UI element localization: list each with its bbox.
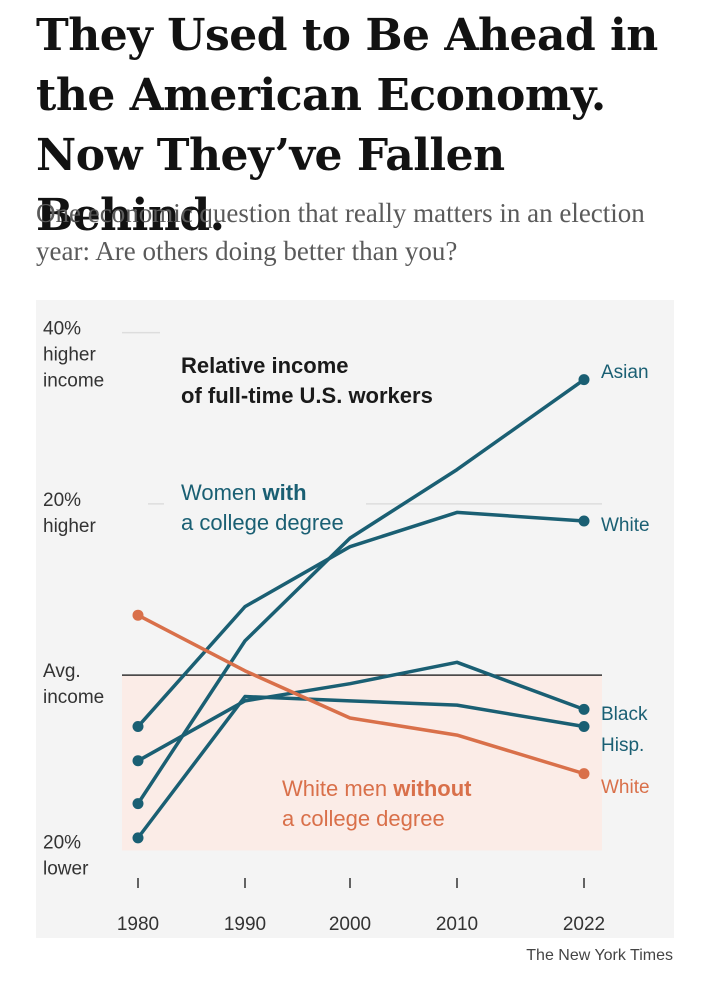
series-label: Hisp.	[601, 735, 644, 756]
subheadline: One economic question that really matter…	[36, 198, 645, 266]
group-label: White men without a college degree	[282, 776, 472, 831]
y-axis-label: 40% higher income	[43, 319, 104, 392]
chart-panel: 40% higher income 20% higher Avg. income 20% low…	[36, 300, 674, 938]
y-axis-label: 20% lower	[43, 832, 89, 879]
group-label-text: a college degree	[282, 806, 445, 831]
x-axis-label: 1990	[224, 914, 266, 935]
y-axis-label-line: lower	[43, 858, 89, 879]
chart-title: Relative income	[181, 353, 349, 378]
group-label-line: Women with	[181, 480, 307, 505]
x-axis-label: 2010	[436, 914, 478, 935]
y-axis-label-line: higher	[43, 516, 96, 537]
group-label-bold: with	[262, 480, 307, 505]
group-label-bold: without	[392, 776, 472, 801]
series-line	[136, 613, 586, 776]
series-point	[578, 721, 590, 733]
y-axis-label-line: Avg.	[43, 661, 81, 682]
headline: They Used to Be Ahead in the American Ec…	[36, 10, 658, 241]
series-label: Black	[601, 704, 648, 725]
y-axis-label-line: 20%	[43, 490, 81, 511]
x-axis-label: 1980	[117, 914, 159, 935]
group-label-line: White men without	[282, 776, 472, 801]
x-axis-label: 2000	[329, 914, 371, 935]
series-line	[136, 660, 586, 763]
series-line	[136, 694, 586, 840]
chart-subtitle: of full-time U.S. workers	[181, 383, 433, 408]
series-point	[578, 374, 590, 386]
y-axis-label-line: income	[43, 371, 104, 392]
series-point	[578, 768, 590, 780]
relative-income-chart: 40% higher income 20% higher Avg. income 20% low…	[43, 319, 650, 935]
y-axis-label-line: 20%	[43, 832, 81, 853]
series-point	[132, 798, 144, 810]
series-point	[132, 832, 144, 844]
group-label-text: Women	[181, 480, 263, 505]
series-point	[132, 609, 144, 621]
series-label: White	[601, 777, 650, 798]
series-point	[132, 721, 144, 733]
group-label-line: a college degree	[282, 806, 445, 831]
y-axis-label: Avg. income	[43, 661, 104, 708]
group-label-text: a college degree	[181, 510, 344, 535]
series-point	[578, 703, 590, 715]
y-axis-label-line: higher	[43, 345, 96, 366]
series-label: Asian	[601, 362, 649, 383]
series-point	[578, 515, 590, 527]
series-point	[132, 755, 144, 767]
y-axis-label: 20% higher	[43, 490, 96, 537]
series-line	[136, 510, 586, 729]
group-label-text: White men	[282, 776, 393, 801]
x-axis-label: 2022	[563, 914, 605, 935]
group-label-line: a college degree	[181, 510, 344, 535]
y-axis-label-line: income	[43, 687, 104, 708]
series-line	[136, 377, 586, 806]
credit-line: The New York Times	[526, 947, 673, 964]
group-label: Women with a college degree	[181, 480, 344, 535]
series-label: White	[601, 515, 650, 536]
y-axis-label-line: 40%	[43, 319, 81, 340]
